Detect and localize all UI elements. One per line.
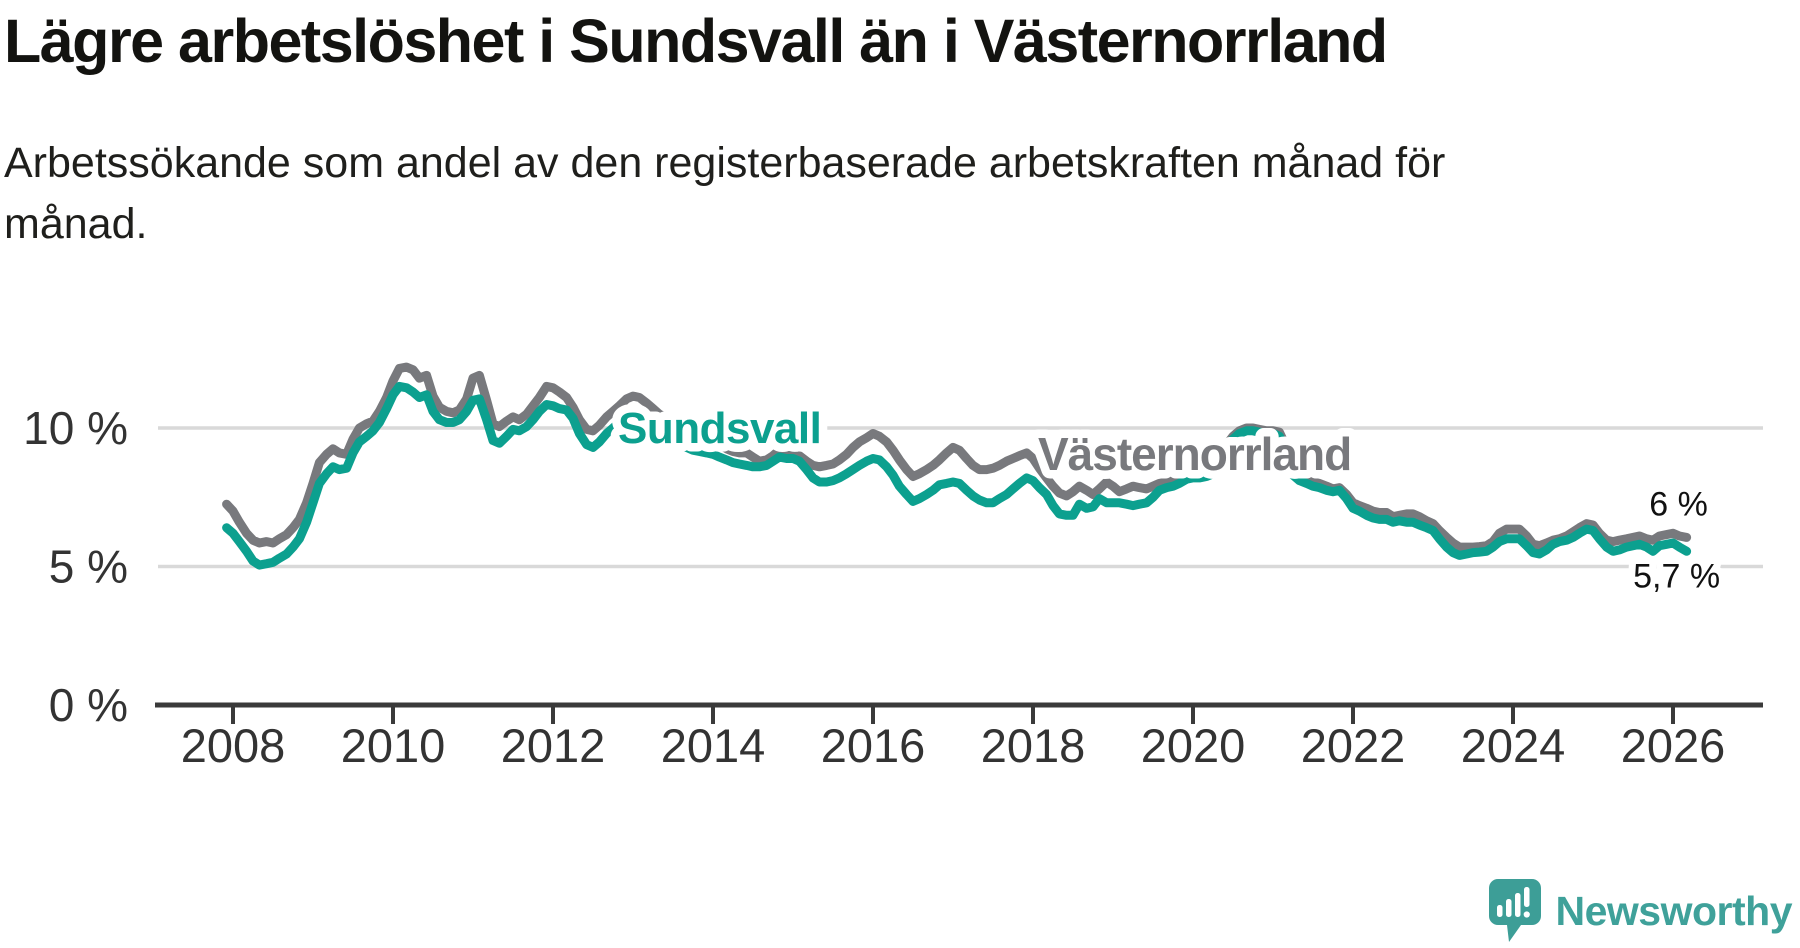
y-axis-label-10: 10 % (23, 402, 128, 454)
x-axis-label-2008: 2008 (181, 719, 286, 772)
x-axis-label-2020: 2020 (1141, 719, 1246, 772)
x-axis-label-2022: 2022 (1301, 719, 1406, 772)
end-label-sundsvall: 5,7 % (1633, 557, 1720, 595)
x-axis-label-2010: 2010 (341, 719, 446, 772)
end-label-vasternorrland: 6 % (1649, 485, 1708, 523)
page-title: Lägre arbetslöshet i Sundsvall än i Väst… (4, 7, 1388, 75)
x-axis-label-2012: 2012 (501, 719, 606, 772)
x-axis-label-2018: 2018 (981, 719, 1086, 772)
line-chart: 0 % 5 % 10 % 2008 2010 2012 2014 2016 2018 2020 20… (23, 362, 1763, 772)
brand-footer: Newsworthy (1488, 876, 1793, 946)
series-line-vasternorrland (222, 362, 1692, 552)
x-axis-label-2024: 2024 (1461, 719, 1566, 772)
x-axis-label-2014: 2014 (661, 719, 766, 772)
series-label-sundsvall: Sundsvall (618, 404, 821, 453)
y-axis-label-5: 5 % (49, 541, 128, 593)
x-axis-label-2016: 2016 (821, 719, 926, 772)
bar-chart-glyph (1496, 887, 1530, 918)
x-axis-label-2026: 2026 (1621, 719, 1726, 772)
newsworthy-logo-icon (1488, 879, 1541, 942)
page-subtitle: Arbetssökande som andel av den registerb… (4, 139, 1446, 249)
y-axis-label-0: 0 % (49, 679, 128, 731)
brand-name: Newsworthy (1555, 887, 1793, 934)
series-line-sundsvall (222, 381, 1692, 570)
series-label-vasternorrland: Västernorrland (1038, 428, 1351, 480)
